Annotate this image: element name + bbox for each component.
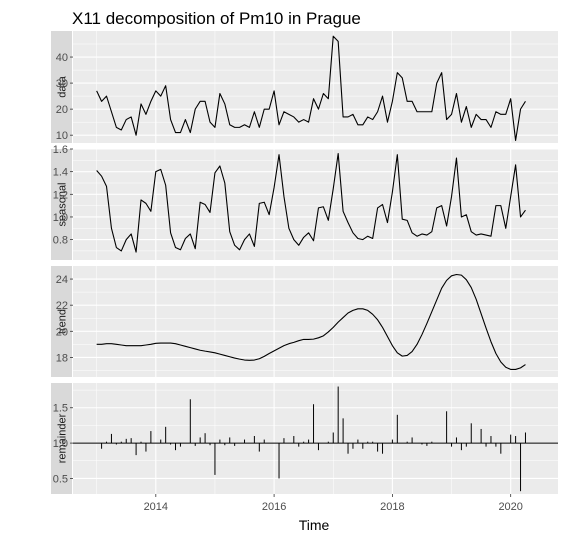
chart-title: X11 decomposition of Pm10 in Prague [72,9,361,28]
y-tick-label: 0.8 [53,235,68,247]
x-tick-label: 2020 [498,501,522,513]
y-tick-label: 1.0 [53,438,68,450]
strip-label: seasonal [57,182,69,226]
y-tick-label: 1.5 [53,403,68,415]
strip-background [51,383,72,494]
y-tick-label: 1.4 [53,167,68,179]
y-tick-label: 40 [56,52,68,64]
strip-background [51,149,72,260]
series-line-seasonal [96,152,526,253]
panel-trend: trend 18 20 22 24 [51,266,558,377]
panel-seasonal: seasonal 0.8 1.0 1.2 1.4 1.6 [51,144,558,260]
y-tick-label: 1.6 [53,144,68,156]
y-tick-label: 20 [56,104,68,116]
panel-background [73,149,558,260]
x-axis: 2014 2016 2018 2020 [144,494,523,513]
y-tick-label: 1.2 [53,189,68,201]
y-tick-label: 10 [56,130,68,142]
y-tick-label: 0.5 [53,473,68,485]
strip-background [51,266,72,377]
panel-data: data 10 20 30 40 [51,31,558,143]
panels-group: data 10 20 30 40 seasonal 0.8 1.0 1.2 1.4 1.6 trend… [51,31,558,494]
panel-background [73,383,558,494]
y-tick-label: 24 [56,274,68,286]
x-tick-label: 2018 [380,501,404,513]
x-tick-label: 2016 [262,501,286,513]
y-tick-label: 22 [56,300,68,312]
x-axis-title: Time [299,517,330,533]
panel-remainder: remainder 0.5 1.0 1.5 [51,383,558,494]
panel-background [73,31,558,143]
strip-label: remainder [57,413,69,463]
y-tick-label: 20 [56,326,68,338]
series-line-trend [96,273,526,370]
strip-label: trend [57,309,69,334]
strip-label: data [57,75,69,97]
strip-background [51,31,72,143]
y-tick-label: 30 [56,78,68,90]
panel-background [73,266,558,377]
series-line-data [96,35,526,141]
x-tick-label: 2014 [144,501,168,513]
y-tick-label: 18 [56,352,68,364]
y-tick-label: 1.0 [53,212,68,224]
